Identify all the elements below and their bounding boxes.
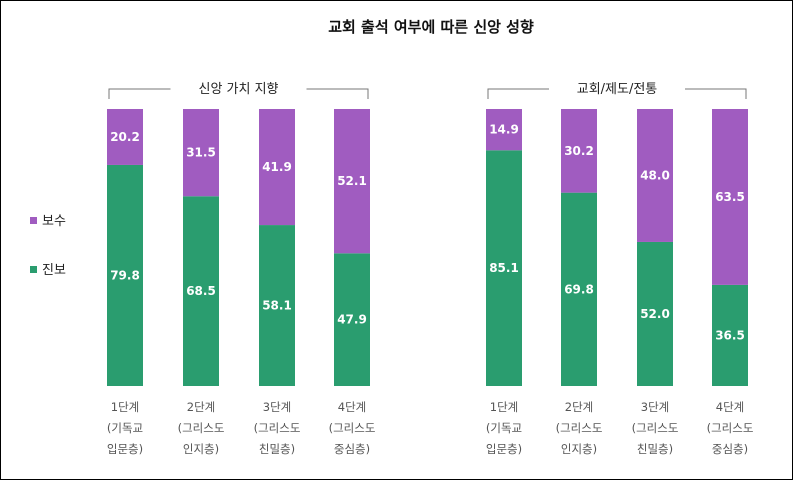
data-label: 52.1: [337, 174, 367, 188]
chart-title: 교회 출석 여부에 따른 신앙 성향: [328, 18, 534, 36]
bar-보수-2: [561, 109, 597, 193]
bar-보수-3: [259, 109, 295, 226]
data-label: 63.5: [715, 190, 745, 204]
data-label: 31.5: [186, 146, 216, 160]
bar-진보-1: [486, 150, 522, 386]
tick-label: 4단계 (그리스도 중심층): [329, 400, 376, 456]
bar-보수-3: [637, 109, 673, 242]
bar-보수-4: [334, 109, 370, 254]
data-label: 14.9: [489, 123, 519, 137]
bar-진보-3: [637, 241, 673, 386]
bar-진보-4: [334, 253, 370, 386]
data-label: 79.8: [110, 268, 140, 282]
group-label: 신앙 가치 지향: [198, 82, 278, 97]
bar-진보-2: [183, 196, 219, 386]
data-label: 41.9: [262, 160, 292, 174]
panel-2: 교회/제도/전통 85.1 14.9 1단계 (기독교 입문층) 69.8 30.2 2단계 (그…: [486, 82, 754, 456]
group-bracket-left: [108, 88, 171, 99]
chart-panels: 신앙 가치 지향 79.8 20.2 1단계 (기독교 입문층) 68.5 31.5 2단계 (그…: [107, 82, 754, 456]
tick-label: 1단계 (기독교 입문층): [486, 400, 522, 456]
data-label: 36.5: [715, 328, 745, 342]
data-label: 52.0: [640, 307, 670, 321]
legend-label: 진보: [42, 263, 66, 278]
data-label: 47.9: [337, 313, 367, 327]
bar-보수-1: [107, 109, 143, 165]
bar-보수-2: [183, 109, 219, 197]
tick-label: 2단계 (그리스도 인지층): [178, 400, 225, 456]
legend-swatch: [30, 266, 37, 273]
tick-label: 2단계 (그리스도 인지층): [556, 400, 603, 456]
bar-진보-1: [107, 164, 143, 386]
legend-swatch: [30, 217, 37, 224]
data-label: 69.8: [564, 282, 594, 296]
tick-label: 4단계 (그리스도 중심층): [707, 400, 754, 456]
tick-label: 3단계 (그리스도 친밀층): [632, 400, 679, 456]
data-label: 68.5: [186, 284, 216, 298]
group-bracket-right: [306, 88, 369, 99]
panel-1: 신앙 가치 지향 79.8 20.2 1단계 (기독교 입문층) 68.5 31.5 2단계 (그…: [107, 82, 376, 456]
data-label: 58.1: [262, 299, 292, 313]
tick-label: 3단계 (그리스도 친밀층): [254, 400, 301, 456]
bar-진보-3: [259, 225, 295, 386]
group-bracket-right: [685, 88, 747, 99]
bar-진보-2: [561, 192, 597, 386]
bar-보수-4: [712, 109, 748, 285]
data-label: 48.0: [640, 168, 670, 182]
data-label: 30.2: [564, 144, 594, 158]
legend-label: 보수: [42, 214, 66, 229]
data-label: 85.1: [489, 261, 519, 275]
bar-진보-4: [712, 284, 748, 386]
data-label: 20.2: [110, 130, 140, 144]
group-bracket-left: [487, 88, 549, 99]
bar-보수-1: [486, 109, 522, 151]
tick-label: 1단계 (기독교 입문층): [107, 400, 143, 456]
group-label: 교회/제도/전통: [577, 82, 658, 97]
